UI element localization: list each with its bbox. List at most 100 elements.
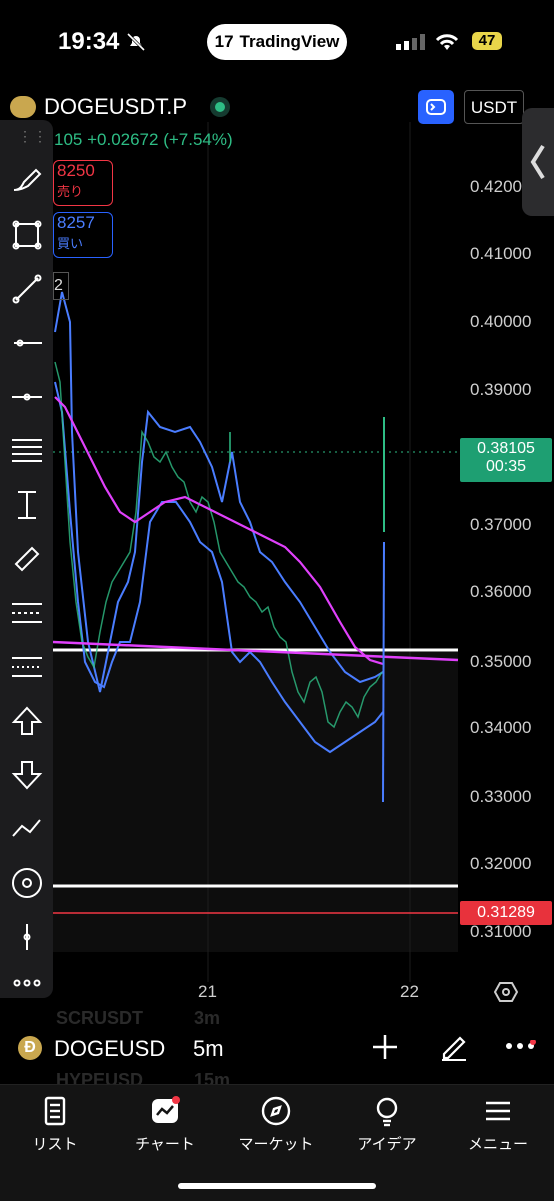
pattern-icon — [14, 546, 40, 572]
trendline-icon — [12, 274, 42, 304]
current-price: 0.38105 — [477, 440, 535, 457]
buy-label: 買い — [57, 236, 84, 251]
footer-symbol[interactable]: DOGEUSD — [54, 1036, 166, 1061]
tradingview-logo-icon: 17 — [214, 32, 234, 51]
drawing-toolbar: ⋮⋮ — [0, 120, 53, 998]
sync-icon — [426, 99, 446, 115]
tab-market[interactable]: マーケット — [226, 1093, 326, 1154]
collapse-panel-button[interactable] — [522, 108, 554, 216]
more-icon — [13, 979, 41, 987]
price-tick: 0.33000 — [470, 787, 532, 806]
measure-tool[interactable] — [6, 484, 48, 526]
price-tick: 0.4200 — [470, 177, 522, 196]
tab-list-label: リスト — [32, 1136, 78, 1153]
mute-bell-icon — [126, 32, 146, 52]
price-tick: 0.31000 — [470, 922, 532, 941]
fib-tool[interactable] — [6, 430, 48, 472]
compass-icon — [261, 1096, 291, 1126]
lightbulb-icon — [376, 1097, 398, 1127]
ghost-interval-top: 3m — [194, 1008, 221, 1028]
trendline-tool[interactable] — [6, 268, 48, 310]
price-tick: 0.37000 — [470, 515, 532, 534]
tab-chart-label: チャート — [135, 1136, 195, 1153]
price-tick: 0.41000 — [470, 244, 532, 263]
list-icon — [44, 1096, 66, 1126]
tab-chart[interactable]: チャート — [115, 1093, 215, 1154]
tab-bar: リスト チャート マーケット アイデア メニュー — [0, 1084, 554, 1201]
time-label: 21 — [198, 982, 217, 1001]
quantity-label[interactable]: 2 — [53, 272, 69, 300]
battery-icon: 47 — [472, 32, 502, 50]
price-tick: 0.40000 — [470, 312, 532, 331]
chevron-left-icon — [530, 144, 545, 180]
settings-hex-icon[interactable] — [494, 980, 518, 1004]
forecast-tool[interactable] — [6, 592, 48, 634]
ray-tool[interactable] — [6, 322, 48, 364]
chart-bottom-bar: SCRUSDT 3m Đ DOGEUSD 5m HYPEUSD 15m — [0, 1008, 554, 1090]
cursor-tool[interactable] — [6, 916, 48, 958]
drag-handle-icon[interactable]: ⋮⋮ — [18, 128, 48, 144]
tab-menu-label: メニュー — [467, 1136, 528, 1153]
position-icon — [12, 657, 42, 677]
fib-icon — [12, 439, 42, 462]
horizontal-line-tool[interactable] — [6, 376, 48, 418]
menu-icon — [486, 1101, 510, 1121]
arrow-down-tool[interactable] — [6, 754, 48, 796]
price-change: 105 +0.02672 (+7.54%) — [54, 130, 233, 149]
sell-label: 売り — [57, 184, 84, 199]
interval-button[interactable]: 5m — [193, 1036, 224, 1061]
rectangle-icon — [12, 220, 42, 250]
buy-button[interactable]: 8257 買い — [53, 212, 113, 258]
arrow-down-icon — [11, 761, 43, 790]
pencil-icon[interactable] — [438, 1030, 470, 1062]
market-status-icon — [210, 97, 230, 117]
tab-ideas-label: アイデア — [357, 1136, 417, 1153]
sync-button[interactable] — [418, 90, 454, 124]
candle-countdown: 00:35 — [485, 458, 527, 475]
app-pill[interactable]: 17 TradingView — [207, 24, 347, 60]
pattern-tool[interactable] — [6, 538, 48, 580]
doge-coin-icon — [10, 96, 36, 118]
price-tick: 0.39000 — [470, 380, 532, 399]
sell-button[interactable]: 8250 売り — [53, 160, 113, 206]
price-tick: 0.34000 — [470, 718, 532, 737]
chart-area[interactable]: 0.4200 0.41000 0.40000 0.39000 0.37000 0… — [0, 82, 554, 1022]
tab-ideas[interactable]: アイデア — [337, 1093, 437, 1154]
current-price-label: 0.38105 00:35 — [460, 438, 552, 482]
alert-price-label: 0.31289 — [460, 901, 552, 925]
price-tick: 0.35000 — [470, 652, 532, 671]
brush-tool[interactable] — [6, 160, 48, 202]
signal-icon — [396, 34, 425, 50]
currency-button[interactable]: USDT — [464, 90, 524, 124]
symbol-title[interactable]: DOGEUSDT.P — [44, 94, 188, 119]
buy-price: 8257 — [57, 213, 95, 232]
more-options-icon[interactable] — [504, 1040, 536, 1052]
add-icon[interactable] — [370, 1032, 400, 1062]
price-tick: 0.32000 — [470, 854, 532, 873]
target-icon — [12, 868, 42, 898]
status-time: 19:34 — [58, 28, 120, 55]
tab-list[interactable]: リスト — [5, 1093, 105, 1154]
position-tool[interactable] — [6, 646, 48, 688]
path-icon — [12, 819, 41, 837]
path-tool[interactable] — [6, 808, 48, 850]
magnet-tool[interactable] — [6, 862, 48, 904]
arrow-up-icon — [11, 706, 43, 735]
wifi-icon — [435, 34, 459, 50]
app-pill-label: TradingView — [239, 32, 340, 51]
measure-icon — [18, 491, 36, 519]
price-chart[interactable] — [0, 82, 554, 1022]
brush-icon — [13, 168, 42, 191]
arrow-up-tool[interactable] — [6, 700, 48, 742]
more-tools-button[interactable] — [6, 962, 48, 1004]
forecast-icon — [12, 603, 42, 623]
price-tick: 0.36000 — [470, 582, 532, 601]
time-label: 22 — [400, 982, 419, 1001]
rectangle-tool[interactable] — [6, 214, 48, 256]
tab-menu[interactable]: メニュー — [448, 1093, 548, 1154]
doge-coin-icon: Đ — [18, 1036, 42, 1060]
tab-market-label: マーケット — [238, 1136, 314, 1153]
status-bar: 19:34 17 TradingView 47 — [0, 0, 554, 82]
ghost-symbol-top: SCRUSDT — [56, 1008, 144, 1028]
home-indicator — [178, 1183, 376, 1189]
